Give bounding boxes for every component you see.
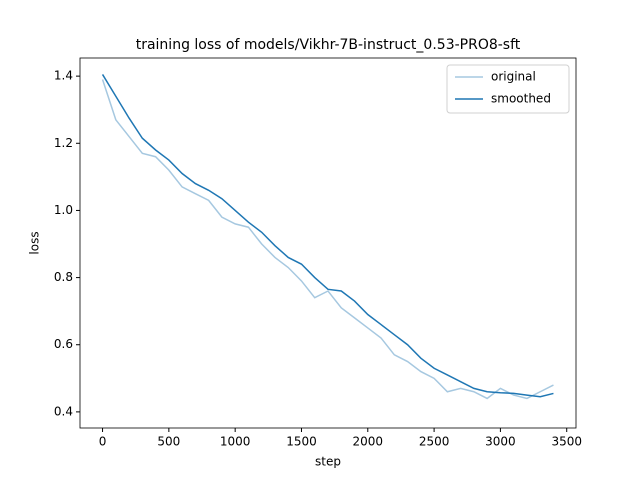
y-tick-label: 0.4 (54, 404, 73, 418)
x-axis-label: step (315, 455, 341, 469)
y-tick-label: 1.0 (54, 203, 73, 217)
y-axis-label: loss (28, 231, 42, 254)
x-tick-label: 3500 (551, 435, 582, 449)
y-tick-label: 1.2 (54, 136, 73, 150)
legend-label: smoothed (491, 92, 551, 106)
legend-label: original (491, 70, 536, 84)
x-tick-label: 3000 (485, 435, 516, 449)
y-tick-label: 0.8 (54, 270, 73, 284)
x-tick-label: 1000 (220, 435, 251, 449)
y-tick-label: 1.4 (54, 69, 73, 83)
y-tick-label: 0.6 (54, 337, 73, 351)
series-line (101, 74, 554, 398)
x-tick-label: 2500 (419, 435, 450, 449)
series-line (101, 79, 554, 400)
plot-frame (79, 57, 577, 429)
x-tick-label: 500 (157, 435, 180, 449)
x-tick-label: 2000 (353, 435, 384, 449)
x-tick-label: 0 (99, 435, 107, 449)
chart-title: training loss of models/Vikhr-7B-instruc… (136, 37, 521, 53)
x-tick-label: 1500 (286, 435, 317, 449)
